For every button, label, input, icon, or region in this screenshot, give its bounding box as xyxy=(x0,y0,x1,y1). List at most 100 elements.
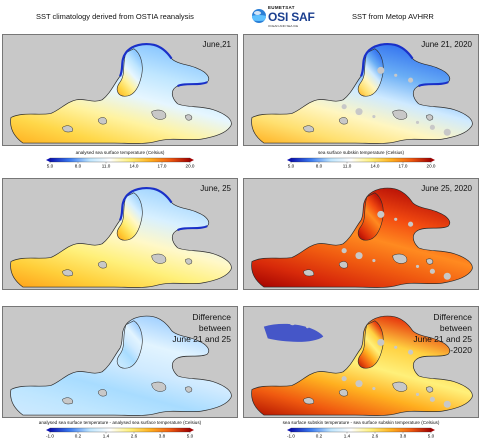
colorbar-tick-label: 20.0 xyxy=(427,164,436,169)
cloud-gap xyxy=(297,370,304,376)
colorbar-max-arrow xyxy=(190,158,194,162)
cloud-gap xyxy=(415,120,420,124)
cloud-gap xyxy=(297,98,304,104)
cloud-gap xyxy=(284,366,288,370)
island xyxy=(62,125,74,133)
cloud-gap xyxy=(333,60,341,68)
gulf-of-bothnia xyxy=(116,320,143,369)
colorbar-tick-label: 14.0 xyxy=(371,164,380,169)
coastal-upwelling-edge xyxy=(118,187,173,221)
colorbar-max-arrow xyxy=(190,428,194,432)
cloud-gap xyxy=(267,87,275,95)
negative-anomaly-patch xyxy=(263,323,324,342)
colorbar-tick-label: 2.6 xyxy=(131,434,138,439)
cloud-gap xyxy=(284,94,288,98)
island xyxy=(185,386,193,393)
island xyxy=(62,397,74,405)
osisaf-logo: EUMETSAT OSI SAF OCEAN AND SEA ICE xyxy=(252,4,336,32)
island xyxy=(303,125,315,133)
coastal-upwelling-edge xyxy=(177,225,208,231)
island xyxy=(151,253,167,264)
cloud-gap xyxy=(407,349,414,355)
left-column-title: SST climatology derived from OSTIA reana… xyxy=(36,12,194,21)
gulf-of-bothnia xyxy=(116,192,143,241)
globe-icon xyxy=(252,9,266,23)
colorbar-tick-label: 5.0 xyxy=(288,164,295,169)
map-panel-clim-difference: Difference between June 21 and 25 xyxy=(2,306,238,418)
colorbar-tick-label: 8.0 xyxy=(75,164,82,169)
cloud-gap xyxy=(372,114,376,119)
colorbar-tick-label: 11.0 xyxy=(343,164,352,169)
cloud-gap xyxy=(394,345,398,349)
cloud-gap xyxy=(429,124,435,130)
colorbar-max-arrow xyxy=(431,428,435,432)
cloud-gap xyxy=(394,217,398,221)
logo-top-text: EUMETSAT xyxy=(268,5,295,10)
map-panel-obs-difference: Difference between June 21 and 25 -2020 xyxy=(243,306,479,418)
logo-sub-text: OCEAN AND SEA ICE xyxy=(268,24,299,28)
cloud-gap xyxy=(341,248,347,254)
cloud-gap xyxy=(443,272,451,280)
colorbar-tick-label: -1.0 xyxy=(287,434,295,439)
island xyxy=(338,389,348,397)
right-column-title: SST from Metop AVHRR xyxy=(352,12,434,21)
baltic-map xyxy=(244,35,478,145)
island xyxy=(338,117,348,125)
cloud-gap xyxy=(372,258,376,263)
island xyxy=(185,114,193,121)
colorbar-graphic: -1.0 0.2 1.4 2.6 3.8 5.0 xyxy=(46,427,194,439)
colorbar-obs-difference: sea surface subskin temperature - sea su… xyxy=(243,420,479,446)
cloud-gap xyxy=(415,264,420,268)
gulf-of-bothnia xyxy=(357,320,384,369)
cloud-gap xyxy=(415,392,420,396)
colorbar-title: analysed sea surface temperature - analy… xyxy=(38,420,202,425)
island xyxy=(303,397,315,405)
island xyxy=(338,261,348,269)
gulf-of-bothnia xyxy=(357,48,384,97)
cloud-gap xyxy=(407,77,414,83)
cloud-gap xyxy=(262,191,266,195)
panel-label: Difference between June 21 and 25 -2020 xyxy=(413,312,472,355)
logo-brand-text: OSI SAF xyxy=(268,10,315,24)
colorbar-min-arrow xyxy=(287,158,291,162)
island xyxy=(62,269,74,277)
colorbar-clim-temperature: analysed sea surface temperature (Celsiu… xyxy=(2,150,238,176)
island xyxy=(97,117,107,125)
cloud-gap xyxy=(305,53,310,57)
baltic-map xyxy=(244,179,478,289)
cloud-gap xyxy=(319,329,325,335)
island xyxy=(426,258,434,265)
colorbar-ramp xyxy=(49,427,191,433)
coastal-upwelling-edge xyxy=(177,81,208,87)
colorbar-tick-label: 3.8 xyxy=(159,434,166,439)
cloud-gap xyxy=(407,221,414,227)
cloud-gap xyxy=(451,83,457,89)
colorbar-tick-label: 1.4 xyxy=(103,434,110,439)
gulf-of-bothnia xyxy=(357,192,384,241)
island xyxy=(426,114,434,121)
cloud-gap xyxy=(319,57,325,63)
baltic-map xyxy=(3,307,237,417)
island xyxy=(185,258,193,265)
colorbar-tick-label: 20.0 xyxy=(186,164,195,169)
colorbar-ramp xyxy=(290,427,432,433)
cloud-gap xyxy=(262,47,266,51)
island xyxy=(97,389,107,397)
colorbar-tick-label: 5.0 xyxy=(47,164,54,169)
coastal-upwelling-edge xyxy=(359,43,414,77)
cloud-gap xyxy=(355,108,363,116)
colorbar-obs-temperature: sea surface subskin temperature (Celsius… xyxy=(243,150,479,176)
cloud-gap xyxy=(305,325,310,329)
colorbar-min-arrow xyxy=(46,428,50,432)
cloud-gap xyxy=(377,210,385,218)
panel-label: June 21, 2020 xyxy=(421,40,472,49)
colorbar-tick-label: 11.0 xyxy=(102,164,111,169)
colorbar-tick-label: 0.2 xyxy=(316,434,323,439)
cloud-gap xyxy=(267,359,275,367)
cloud-gap xyxy=(394,73,398,77)
colorbar-ramp xyxy=(290,157,432,163)
map-panel-clim-june21: June,21 xyxy=(2,34,238,146)
cloud-gap xyxy=(443,400,451,408)
coastal-upwelling-edge xyxy=(118,43,173,77)
map-panel-obs-june25: June 25, 2020 xyxy=(243,178,479,290)
